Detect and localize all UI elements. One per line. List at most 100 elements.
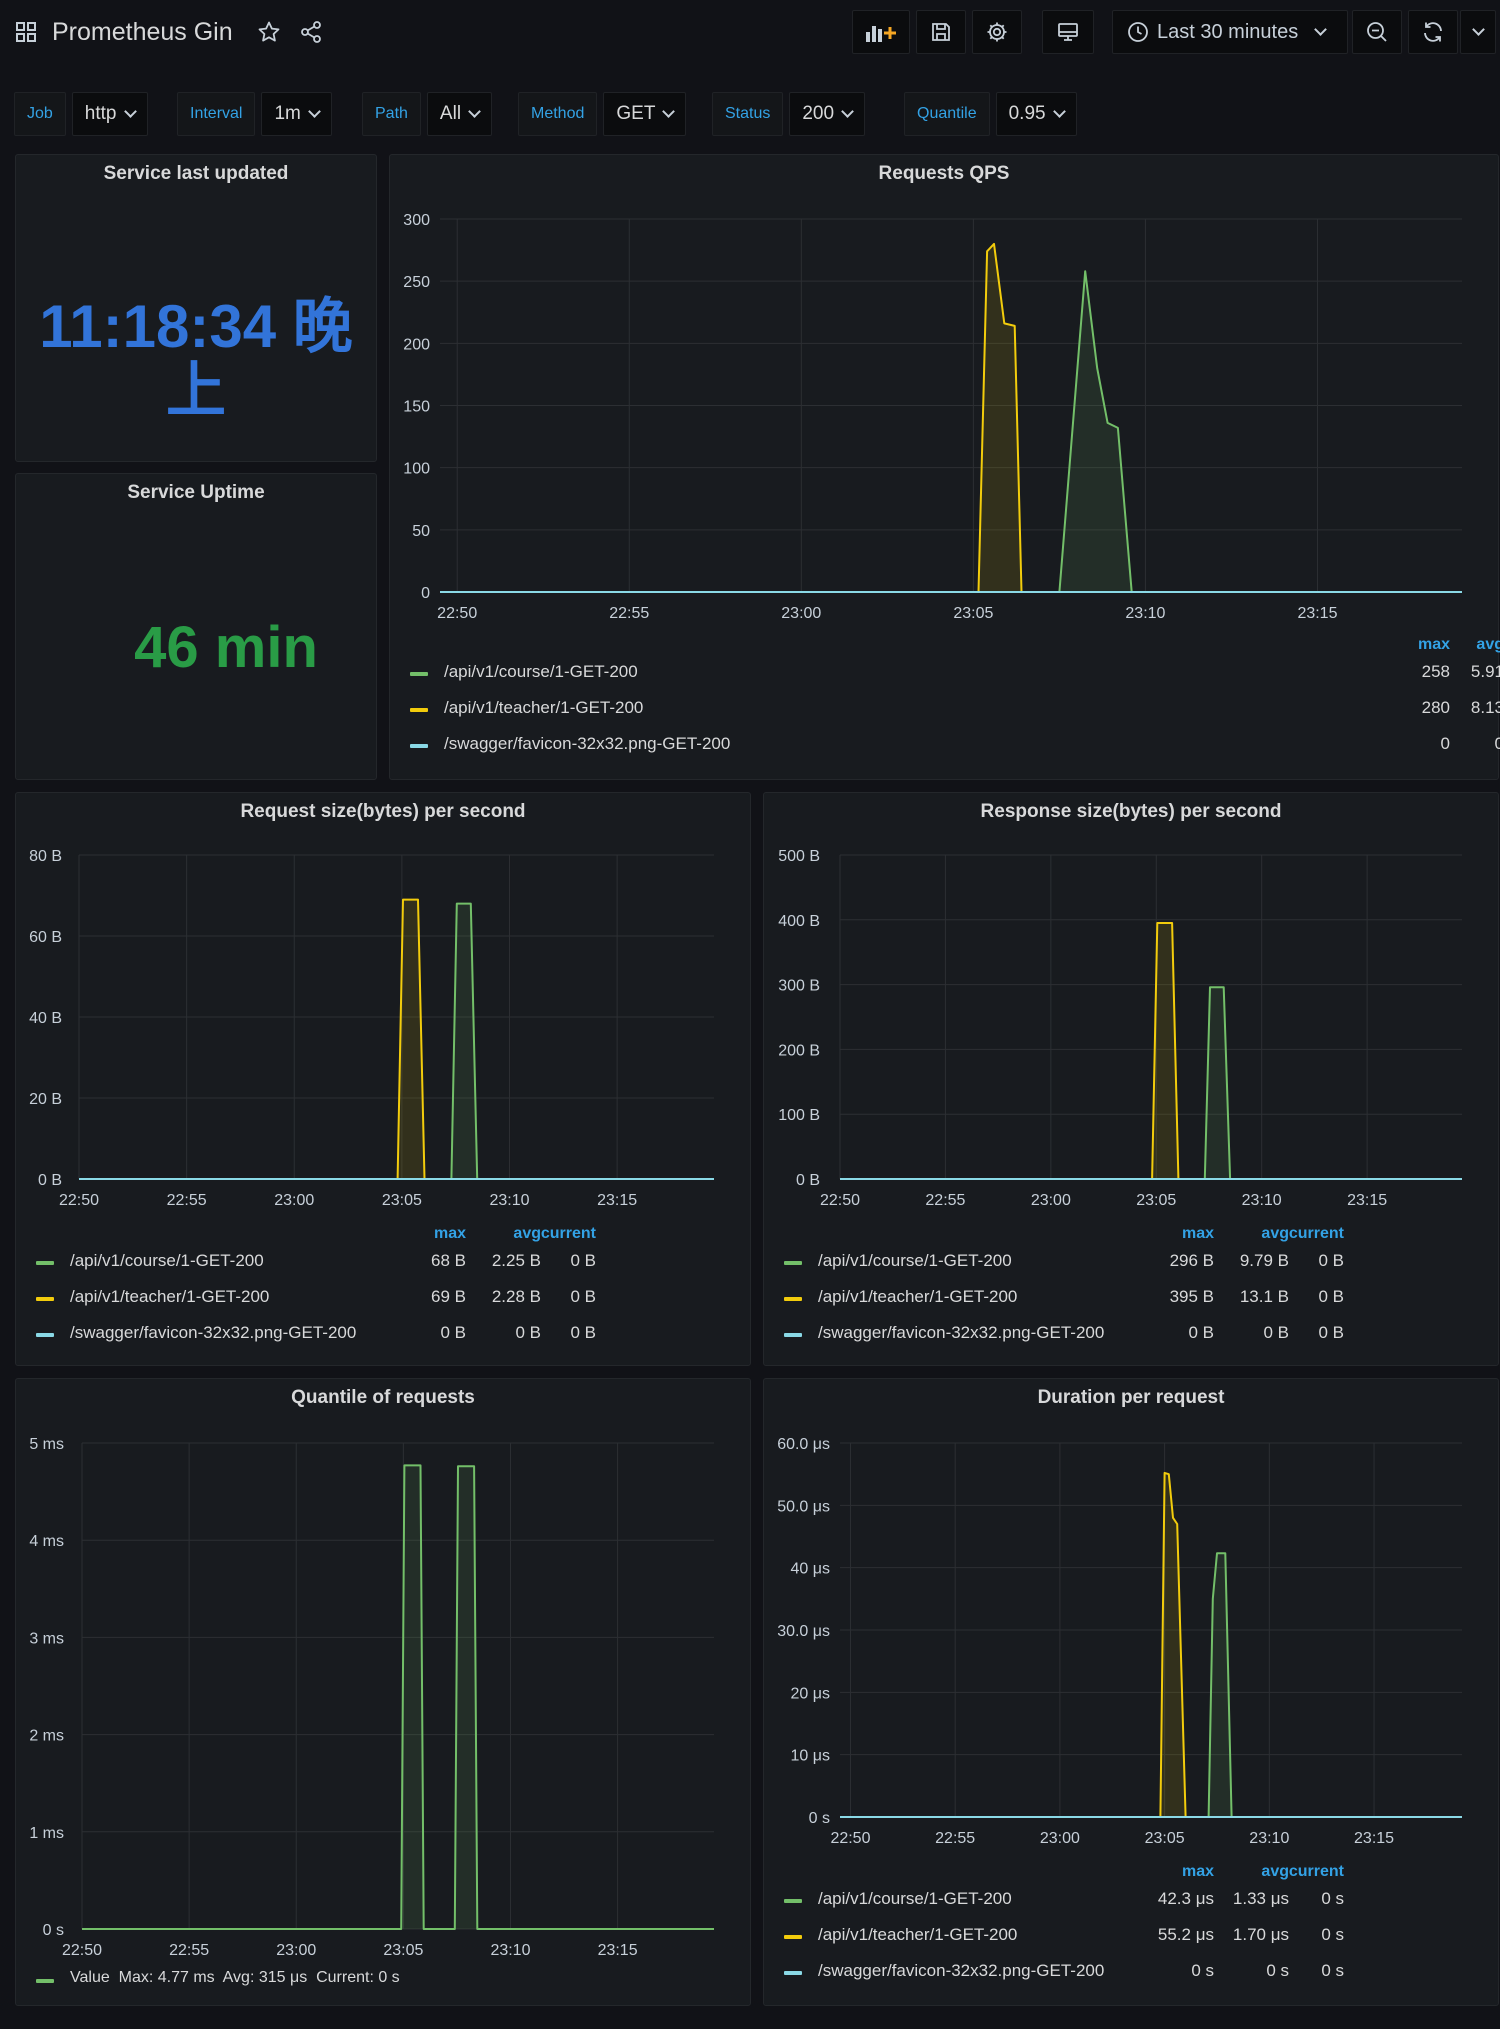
dashboard-title[interactable]: Prometheus Gin xyxy=(52,17,233,46)
legend-label: /swagger/favicon-32x32.png-GET-200 xyxy=(70,1323,357,1342)
share-icon[interactable] xyxy=(299,20,323,44)
x-tick-label: 23:15 xyxy=(598,1942,638,1959)
quantile-plot[interactable]: 0 s 1 ms 2 ms 3 ms 4 ms 5 ms 22:50 22:55 23:00 23… xyxy=(16,1379,750,2005)
view-mode-button[interactable] xyxy=(1042,10,1094,54)
x-tick-label: 22:55 xyxy=(935,1830,975,1847)
var-path-value: All xyxy=(439,103,462,124)
duration-plot[interactable]: 0 s 10 μs 20 μs 30.0 μs 40 μs 50.0 μs 60.0 μs 2… xyxy=(764,1379,1498,2005)
panel-title: Quantile of requests xyxy=(291,1387,475,1408)
panel-requests-qps[interactable]: Requests QPS 0 50 100 150 200 250 300 22:50 22:5… xyxy=(389,154,1500,780)
legend-header-current[interactable]: current xyxy=(1288,1225,1344,1242)
legend-item[interactable]: /api/v1/course/1-GET-200 68 B 2.25 B 0 B xyxy=(36,1251,740,1275)
panel-response-size[interactable]: Response size(bytes) per second 0 B 100 B… xyxy=(763,792,1499,1366)
series-line[interactable] xyxy=(840,1552,1462,1818)
legend-value-avg: 1.70 μs xyxy=(1232,1925,1289,1944)
var-interval-label: Interval xyxy=(177,92,256,136)
refresh-button[interactable] xyxy=(1408,10,1458,54)
var-job-select[interactable]: http xyxy=(71,92,148,136)
series-line[interactable] xyxy=(440,270,1462,593)
series-area xyxy=(840,923,1462,1179)
legend-header-avg[interactable]: avg xyxy=(1261,1863,1289,1880)
y-tick-label: 200 B xyxy=(778,1042,820,1059)
var-quantile-select[interactable]: 0.95 xyxy=(995,92,1077,136)
y-tick-label: 0 s xyxy=(809,1810,830,1827)
var-status: Status 200 xyxy=(712,92,866,136)
legend-value-max: 55.2 μs xyxy=(1157,1925,1214,1944)
legend-header-max[interactable]: max xyxy=(1181,1863,1214,1880)
series-line[interactable] xyxy=(840,986,1462,1180)
chevron-down-icon xyxy=(1314,23,1328,36)
panel-request-size[interactable]: Request size(bytes) per second 0 B 20 B 40… xyxy=(15,792,751,1366)
series-line[interactable] xyxy=(840,922,1462,1180)
save-dashboard-button[interactable] xyxy=(916,10,966,54)
legend-value-max: 69 B xyxy=(431,1287,466,1306)
qps-plot[interactable]: 0 50 100 150 200 250 300 22:50 22:55 23:00 23:05 23… xyxy=(390,155,1498,779)
var-path: Path All xyxy=(362,92,493,136)
legend-label: /swagger/favicon-32x32.png-GET-200 xyxy=(444,734,731,753)
x-tick-label: 23:10 xyxy=(490,1942,530,1959)
legend-item[interactable]: /swagger/favicon-32x32.png-GET-200 0 B 0 B… xyxy=(36,1323,740,1347)
legend-item[interactable]: /api/v1/teacher/1-GET-200 69 B 2.28 B 0 B xyxy=(36,1287,740,1311)
legend-value-current: 0 B xyxy=(1318,1323,1344,1342)
var-method: Method GET xyxy=(518,92,687,136)
legend-item[interactable]: /api/v1/teacher/1-GET-200 280 8.130 xyxy=(410,698,1500,722)
chevron-down-icon xyxy=(308,105,321,118)
x-tick-label: 23:05 xyxy=(383,1942,423,1959)
zoom-out-button[interactable] xyxy=(1352,10,1402,54)
panel-title: Requests QPS xyxy=(878,163,1010,184)
series-line[interactable] xyxy=(840,1471,1462,1818)
x-tick-label: 23:15 xyxy=(1347,1192,1387,1209)
legend-value-current: 0 s xyxy=(1321,1889,1344,1908)
legend-header-current[interactable]: current xyxy=(540,1225,596,1242)
y-tick-label: 5 ms xyxy=(29,1436,64,1453)
series-line[interactable] xyxy=(79,898,714,1180)
legend-header-max[interactable]: max xyxy=(1417,636,1450,653)
reqsize-plot[interactable]: 0 B 20 B 40 B 60 B 80 B 22:50 22:55 23:00 23:05 2… xyxy=(16,793,750,1365)
var-job: Job http xyxy=(14,92,148,136)
legend-header-avg[interactable]: avg xyxy=(1476,636,1500,653)
save-icon xyxy=(932,23,950,41)
stat-last-updated-value: 11:18:34 晚 上 xyxy=(16,295,376,423)
panel-service-last-updated[interactable]: Service last updated 11:18:34 晚 上 xyxy=(15,154,377,462)
legend-header-max[interactable]: max xyxy=(1181,1225,1214,1242)
add-panel-button[interactable] xyxy=(852,10,910,54)
respsize-plot[interactable]: 0 B 100 B 200 B 300 B 400 B 500 B 22:50 22:55 23… xyxy=(764,793,1498,1365)
panel-duration-per-request[interactable]: Duration per request 0 s 10 μs 20 μs 30.0 μ… xyxy=(763,1378,1499,2006)
dashboard-grid-icon[interactable] xyxy=(14,20,38,44)
legend-value-current: 0 xyxy=(1465,662,1500,682)
panel-service-uptime[interactable]: Service Uptime 46 min xyxy=(15,473,377,780)
time-picker-button[interactable]: Last 30 minutes xyxy=(1112,10,1348,54)
series-line[interactable] xyxy=(79,902,714,1180)
x-tick-label: 22:55 xyxy=(167,1192,207,1209)
legend-item[interactable]: /swagger/favicon-32x32.png-GET-200000 xyxy=(410,734,1500,758)
var-path-select[interactable]: All xyxy=(426,92,493,136)
legend-item[interactable]: /swagger/favicon-32x32.png-GET-200 0 s 0 s… xyxy=(784,1961,1488,1985)
legend-header-avg[interactable]: avg xyxy=(513,1225,541,1242)
legend-value-current: 0 xyxy=(1465,698,1500,718)
legend-swatch xyxy=(784,1899,802,1903)
series-line[interactable] xyxy=(440,242,1462,593)
legend-item[interactable]: /swagger/favicon-32x32.png-GET-200 0 B 0 B… xyxy=(784,1323,1488,1347)
legend-header-max[interactable]: max xyxy=(433,1225,466,1242)
var-method-label: Method xyxy=(518,92,598,136)
panel-quantile-of-requests[interactable]: Quantile of requests 0 s 1 ms 2 ms 3 ms 4 ms… xyxy=(15,1378,751,2006)
legend-item[interactable]: /api/v1/teacher/1-GET-200 395 B 13.1 B 0 B xyxy=(784,1287,1488,1311)
var-method-select[interactable]: GET xyxy=(603,92,687,136)
settings-button[interactable] xyxy=(972,10,1022,54)
var-interval-select[interactable]: 1m xyxy=(261,92,332,136)
legend-item[interactable]: /api/v1/course/1-GET-200 296 B 9.79 B 0 B xyxy=(784,1251,1488,1275)
legend-item[interactable]: /api/v1/course/1-GET-200 258 5.910 xyxy=(410,662,1500,686)
legend-item[interactable]: /api/v1/course/1-GET-200 42.3 μs 1.33 μs 0 … xyxy=(784,1889,1488,1913)
y-tick-label: 0 s xyxy=(43,1922,64,1939)
legend-header-current[interactable]: current xyxy=(1465,636,1500,654)
refresh-interval-dropdown[interactable] xyxy=(1460,10,1496,54)
legend-item[interactable]: /api/v1/teacher/1-GET-200 55.2 μs 1.70 μs 0… xyxy=(784,1925,1488,1949)
legend-value-current: 0 s xyxy=(1321,1961,1344,1980)
chevron-down-icon xyxy=(1052,105,1066,118)
legend-header-avg[interactable]: avg xyxy=(1261,1225,1289,1242)
series-line[interactable] xyxy=(82,1464,714,1930)
legend-swatch xyxy=(36,1979,54,1983)
var-status-select[interactable]: 200 xyxy=(789,92,866,136)
legend-header-current[interactable]: current xyxy=(1288,1863,1344,1880)
star-icon[interactable] xyxy=(257,20,281,44)
